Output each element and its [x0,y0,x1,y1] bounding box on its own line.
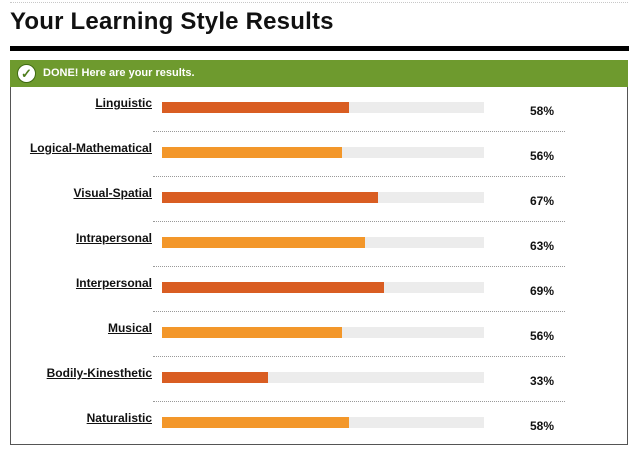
result-label-link[interactable]: Naturalistic [86,411,152,425]
result-percent: 33% [530,374,555,388]
title-rule [10,46,629,51]
result-bar-track [162,372,484,383]
result-bar-fill [162,417,349,428]
result-percent: 69% [530,284,555,298]
result-bar-fill [162,282,385,293]
result-bar-fill [162,192,378,203]
result-bar-track [162,417,484,428]
result-bar-fill [162,237,365,248]
result-row: Musical 56% [10,316,570,361]
result-row: Bodily-Kinesthetic 33% [10,361,570,406]
result-bar-track [162,102,484,113]
row-separator [153,221,565,222]
result-bar-track [162,147,484,158]
result-label-link[interactable]: Musical [107,321,152,335]
result-percent: 67% [530,194,555,208]
row-separator [153,356,565,357]
result-bar-fill [162,102,349,113]
result-label-link[interactable]: Visual-Spatial [73,186,152,200]
result-percent: 58% [530,419,555,433]
row-separator [153,131,565,132]
result-row: Naturalistic 58% [10,406,570,451]
result-label-link[interactable]: Interpersonal [75,276,152,290]
result-row: Linguistic 58% [10,91,570,136]
result-percent: 63% [530,239,555,253]
banner-text: DONE! Here are your results. [43,67,195,79]
row-separator [153,311,565,312]
check-icon: ✓ [17,64,36,83]
result-label-link[interactable]: Logical-Mathematical [29,141,152,155]
result-percent: 56% [530,149,555,163]
result-bar-fill [162,372,269,383]
row-separator [153,266,565,267]
result-label-link[interactable]: Bodily-Kinesthetic [46,366,152,380]
result-percent: 56% [530,329,555,343]
result-row: Logical-Mathematical 56% [10,136,570,181]
row-separator [153,176,565,177]
result-bar-track [162,237,484,248]
page-title: Your Learning Style Results [10,8,334,35]
result-label-link[interactable]: Intrapersonal [75,231,152,245]
result-row: Visual-Spatial 67% [10,181,570,226]
result-bar-track [162,192,484,203]
result-bar-track [162,327,484,338]
top-divider [10,2,628,3]
result-bar-fill [162,327,343,338]
result-bar-fill [162,147,343,158]
status-banner: ✓ DONE! Here are your results. [10,60,628,87]
result-bar-track [162,282,484,293]
results-panel [10,60,628,445]
result-row: Intrapersonal 63% [10,226,570,271]
row-separator [153,401,565,402]
result-label-link[interactable]: Linguistic [95,96,152,110]
result-percent: 58% [530,104,555,118]
result-row: Interpersonal 69% [10,271,570,316]
